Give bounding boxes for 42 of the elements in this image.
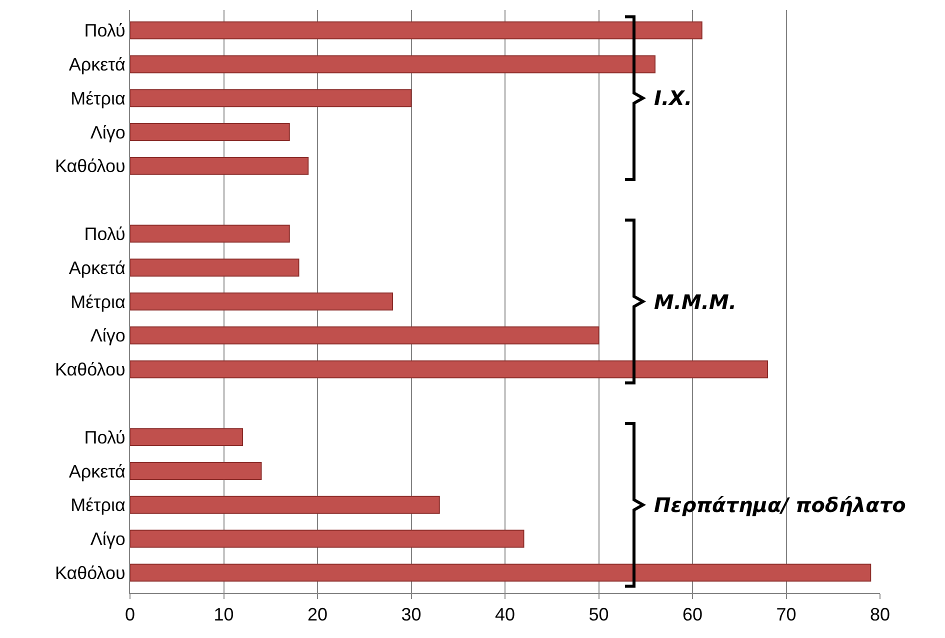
- y-tick-label: Λίγο: [90, 326, 126, 346]
- x-tick-label: 10: [214, 604, 234, 625]
- y-tick-label: Μέτρια: [70, 292, 126, 312]
- bar: [130, 292, 393, 310]
- x-tick-label: 40: [494, 604, 516, 625]
- y-tick-label: Μέτρια: [70, 495, 126, 516]
- bar: [130, 428, 243, 446]
- bar: [130, 55, 656, 74]
- y-tick-label: Αρκετά: [68, 54, 126, 75]
- y-tick-label: Αρκετά: [68, 461, 126, 482]
- bar: [130, 360, 768, 378]
- annotation: Περπάτημα/ ποδήλατο: [654, 493, 906, 517]
- x-tick-label: 30: [401, 604, 422, 625]
- bar: [130, 224, 290, 243]
- y-tick-label: Λίγο: [90, 529, 126, 550]
- x-tick-label: 60: [682, 604, 703, 625]
- y-tick-label: Πολύ: [84, 224, 126, 244]
- x-tick-label: 20: [307, 604, 328, 625]
- bar: [130, 530, 524, 548]
- y-tick-label: Λίγο: [90, 122, 126, 142]
- bar: [130, 564, 872, 582]
- bar: [130, 21, 702, 40]
- bar: [130, 123, 290, 141]
- y-tick-label: Καθόλου: [54, 156, 126, 176]
- x-tick-label: 50: [588, 604, 609, 625]
- x-tick-label: 70: [776, 604, 796, 625]
- bar: [130, 89, 412, 108]
- bar: [130, 496, 440, 514]
- y-tick-label: Καθόλου: [54, 360, 126, 380]
- x-tick-label: 80: [870, 604, 890, 625]
- y-tick-label: Πολύ: [84, 427, 126, 448]
- y-tick-label: Καθόλου: [54, 562, 126, 583]
- annotation: Μ.Μ.Μ.: [654, 290, 736, 314]
- bar: [130, 258, 300, 277]
- bar: [130, 326, 600, 344]
- x-tick-label: 0: [124, 604, 136, 625]
- bar: [130, 156, 309, 175]
- y-tick-label: Πολύ: [84, 20, 126, 41]
- y-tick-label: Μέτρια: [70, 88, 126, 108]
- y-tick-label: Αρκετά: [68, 258, 126, 278]
- annotation: Ι.Χ.: [654, 86, 692, 110]
- bar: [130, 462, 262, 480]
